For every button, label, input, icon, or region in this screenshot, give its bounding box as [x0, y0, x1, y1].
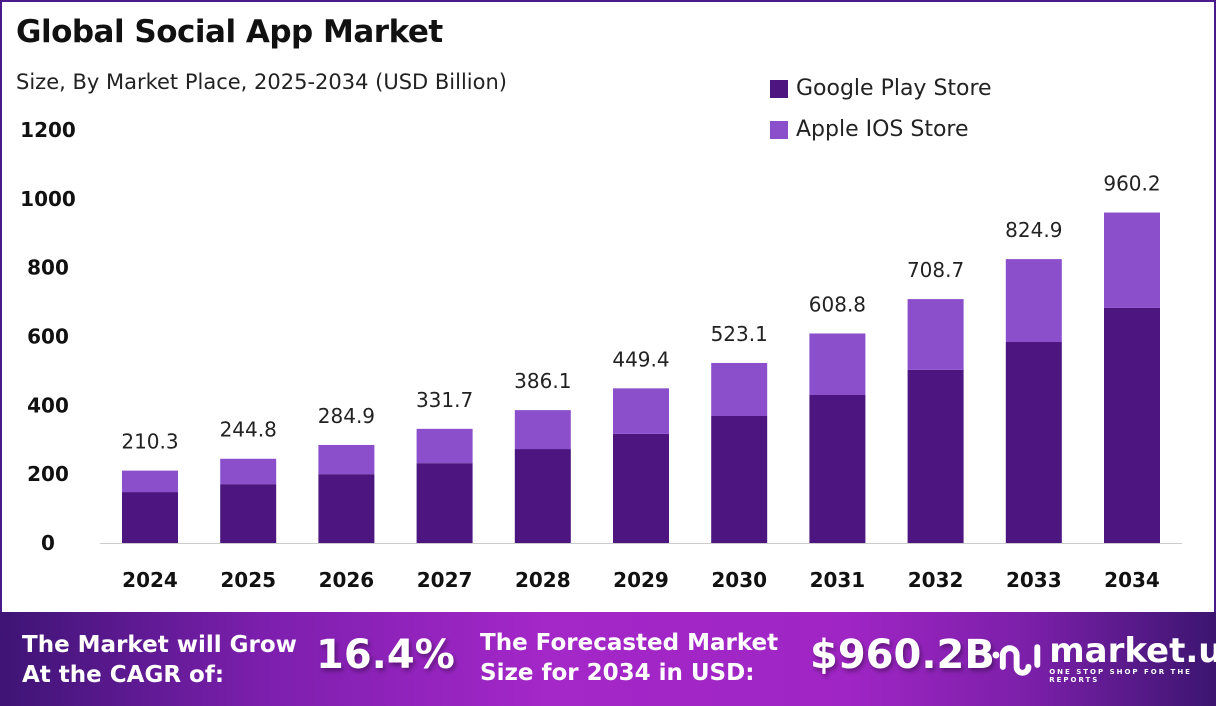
data-label: 386.1 [514, 369, 571, 393]
cagr-label-line2: At the CAGR of: [22, 662, 225, 688]
x-tick-label: 2026 [319, 568, 375, 592]
legend-item-apple-ios: Apple IOS Store [770, 109, 992, 150]
x-tick-label: 2030 [711, 568, 767, 592]
x-tick-label: 2029 [613, 568, 669, 592]
x-tick-label: 2032 [908, 568, 964, 592]
legend: Google Play Store Apple IOS Store [770, 68, 992, 150]
y-tick-label: 1200 [20, 118, 76, 142]
bar-segment-apple-ios [1005, 259, 1062, 343]
cagr-label: The Market will Grow At the CAGR of: [22, 630, 297, 690]
x-tick-label: 2033 [1006, 568, 1062, 592]
bar-segment-google-play [809, 395, 866, 543]
brand-logo-icon [992, 644, 1041, 676]
brand-tagline: ONE STOP SHOP FOR THE REPORTS [1049, 668, 1192, 684]
bar-segment-apple-ios [318, 444, 375, 475]
legend-label: Apple IOS Store [796, 117, 969, 142]
bar-segment-apple-ios [907, 299, 964, 370]
legend-swatch-google-play [770, 79, 788, 98]
bar-chart: 0 200 400 600 800 1000 1200 210.3 2024 244.8 2025 2… [20, 118, 1182, 592]
bar-segment-apple-ios [416, 428, 473, 464]
bar-segment-google-play [711, 416, 768, 543]
bar-segment-google-play [220, 484, 277, 543]
cagr-value: 16.4% [316, 632, 455, 678]
x-tick-label: 2027 [417, 568, 473, 592]
data-label: 244.8 [220, 418, 277, 442]
data-label: 608.8 [809, 292, 866, 316]
x-tick-label: 2031 [810, 568, 866, 592]
brand-logo: market.us ONE STOP SHOP FOR THE REPORTS [992, 634, 1216, 684]
data-label: 449.4 [612, 347, 669, 371]
brand-name: market.us [1049, 631, 1216, 671]
chart-subtitle: Size, By Market Place, 2025-2034 (USD Bi… [16, 70, 507, 94]
data-label: 210.3 [121, 430, 178, 454]
bar-segment-apple-ios [220, 458, 277, 485]
y-tick-label: 0 [41, 531, 55, 555]
chart-title: Global Social App Market [16, 14, 443, 50]
data-label: 331.7 [416, 388, 473, 412]
y-tick-label: 200 [27, 462, 69, 486]
forecast-value: $960.2B [810, 632, 995, 678]
cagr-label-line1: The Market will Grow [22, 632, 297, 658]
legend-item-google-play: Google Play Store [770, 68, 992, 109]
forecast-label-line1: The Forecasted Market [480, 630, 779, 656]
y-tick-label: 800 [27, 256, 69, 280]
data-label: 523.1 [711, 322, 768, 346]
bar-segment-apple-ios [514, 410, 571, 450]
bar-segment-apple-ios [809, 333, 866, 396]
data-label: 284.9 [318, 404, 375, 428]
bar-segment-google-play [318, 474, 375, 543]
forecast-label-line2: Size for 2034 in USD: [480, 660, 755, 686]
bar-segment-google-play [613, 433, 669, 543]
bar-segment-apple-ios [122, 470, 178, 493]
x-tick-label: 2028 [515, 568, 571, 592]
bar-segment-google-play [907, 369, 964, 543]
footer-banner: The Market will Grow At the CAGR of: 16.… [0, 612, 1216, 706]
x-tick-label: 2034 [1104, 568, 1160, 592]
y-tick-label: 400 [27, 393, 69, 417]
data-label: 960.2 [1103, 172, 1160, 196]
data-label: 708.7 [907, 258, 964, 282]
bar-segment-google-play [514, 449, 571, 543]
x-tick-label: 2025 [220, 568, 276, 592]
bar-segment-google-play [416, 463, 473, 543]
data-label: 824.9 [1005, 218, 1062, 242]
bar-segment-google-play [1104, 307, 1160, 543]
forecast-label: The Forecasted Market Size for 2034 in U… [480, 628, 778, 688]
legend-swatch-apple-ios [770, 120, 788, 139]
x-tick-label: 2024 [122, 568, 178, 592]
bar-segment-google-play [122, 492, 178, 543]
bar-segment-apple-ios [711, 362, 768, 417]
bar-segment-google-play [1005, 342, 1062, 543]
y-tick-label: 600 [27, 325, 69, 349]
legend-label: Google Play Store [796, 76, 992, 101]
bar-segment-apple-ios [1104, 212, 1160, 308]
bar-segment-apple-ios [613, 388, 669, 434]
y-tick-label: 1000 [20, 187, 76, 211]
